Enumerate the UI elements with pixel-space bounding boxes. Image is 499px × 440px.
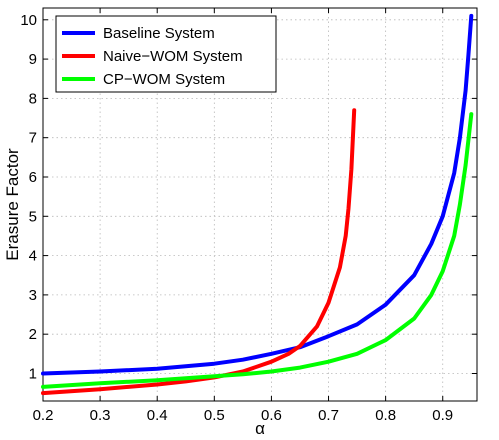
legend-label-cp-wom: CP−WOM System (103, 71, 225, 88)
plot-frame (42, 7, 478, 402)
x-tick-label: 0.6 (261, 407, 282, 424)
y-tick-label: 2 (29, 326, 37, 343)
y-tick-label: 5 (29, 208, 37, 225)
x-tick-label: 0.3 (90, 407, 111, 424)
y-tick-label: 7 (29, 130, 37, 147)
x-tick-label: 0.7 (318, 407, 339, 424)
y-tick-label: 10 (20, 12, 37, 29)
x-tick-label: 0.5 (204, 407, 225, 424)
x-tick-label: 0.4 (147, 407, 168, 424)
y-axis-label: Erasure Factor (3, 148, 22, 261)
legend-label-naive-wom: Naive−WOM System (103, 48, 243, 65)
series-line-baseline (41, 13, 474, 376)
y-tick-label: 3 (29, 287, 37, 304)
y-tick-label: 8 (29, 90, 37, 107)
y-tick-label: 4 (29, 248, 37, 265)
series-line-naive-wom (41, 108, 357, 396)
series-lines (41, 13, 474, 396)
legend-label-baseline: Baseline System (103, 25, 215, 42)
y-tick-label: 6 (29, 169, 37, 186)
series-line-cp-wom (41, 112, 474, 389)
x-tick-label: 0.8 (375, 407, 396, 424)
x-axis-label: α (255, 419, 265, 438)
y-tick-label: 1 (29, 365, 37, 382)
axis-ticks: 0.2 0.3 0.4 0.5 0.6 0.7 0.8 0.9 1 2 3 4 5 6 7 8 9 10 (20, 8, 477, 424)
x-tick-label: 0.9 (432, 407, 453, 424)
legend: Baseline System Naive−WOM System CP−WOM … (55, 15, 277, 93)
x-tick-label: 0.2 (33, 407, 54, 424)
y-tick-label: 9 (29, 51, 37, 68)
